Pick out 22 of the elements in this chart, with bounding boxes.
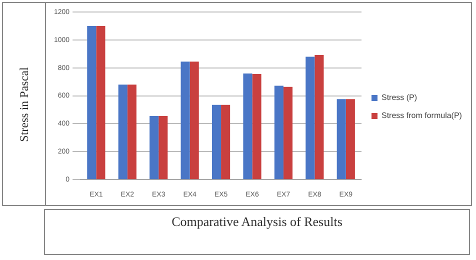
bar: [314, 55, 324, 180]
text: Comparative Analysis of Results: [44, 209, 470, 255]
bar: [158, 116, 168, 180]
bar: [346, 99, 355, 180]
y-axis-title: Stress in Pascal: [16, 66, 32, 142]
bar: [150, 116, 159, 180]
bar: [212, 104, 222, 180]
bar: [118, 84, 128, 180]
legend-label: Stress from formula(P): [382, 111, 462, 120]
legend-label: Stress (P): [382, 93, 418, 102]
bar: [243, 73, 252, 180]
bar: [252, 74, 262, 180]
bar: [180, 62, 190, 180]
bar: [87, 26, 96, 180]
bar: [221, 104, 230, 180]
bar: [190, 62, 199, 180]
bar: [127, 84, 136, 180]
bar: [96, 26, 106, 180]
bar: [336, 99, 346, 180]
bar: [283, 86, 293, 180]
bar: [306, 56, 315, 180]
bar: [274, 86, 284, 180]
